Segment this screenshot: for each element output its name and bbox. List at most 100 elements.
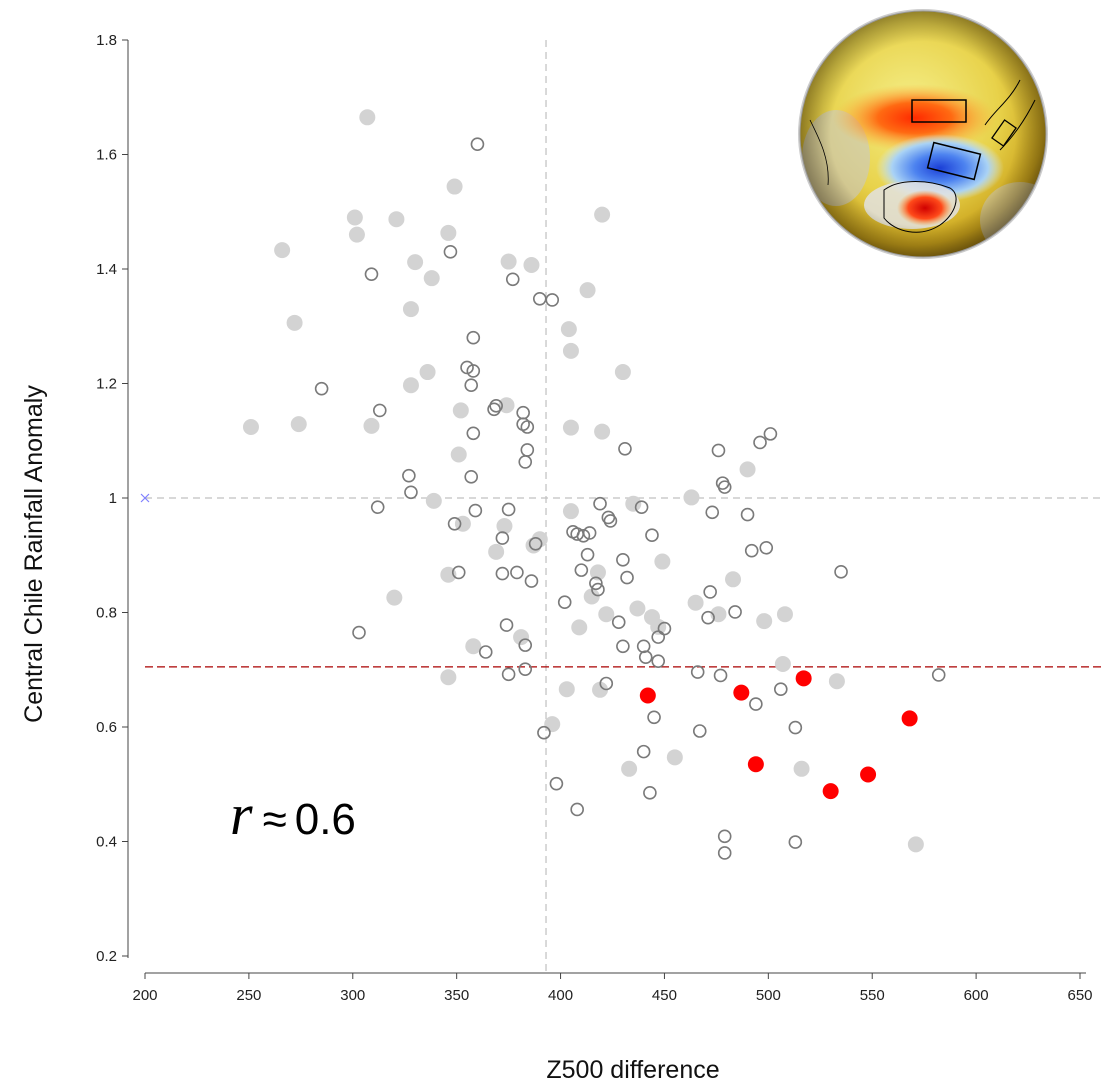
data-point-open [574, 563, 589, 577]
data-point-open [570, 802, 584, 817]
data-point-open [505, 272, 520, 287]
data-point-open [638, 650, 653, 664]
data-point-open [499, 618, 514, 632]
data-point-open [487, 402, 501, 417]
data-point-open [591, 582, 605, 597]
data-point-filled [756, 613, 773, 630]
data-point-open [495, 531, 510, 545]
data-point-highlight [747, 756, 764, 773]
data-point-filled [425, 492, 442, 509]
data-point-open [516, 417, 530, 431]
data-point-open [647, 710, 661, 725]
data-point-highlight [822, 783, 839, 800]
data-point-filled [440, 669, 457, 686]
data-point-filled [446, 178, 463, 195]
y-tick-label: 1 [109, 490, 117, 507]
data-point-open [582, 526, 597, 540]
data-point-open [589, 576, 603, 591]
data-point-open [580, 547, 595, 562]
data-point-filled [594, 423, 611, 440]
data-point-filled [683, 489, 700, 506]
data-point-filled [523, 256, 540, 273]
data-point-open [468, 503, 483, 518]
data-point-filled [776, 606, 793, 623]
data-point-filled [687, 594, 704, 611]
y-tick-label: 1.2 [96, 376, 117, 393]
data-point-open [466, 330, 481, 345]
data-point-filled [625, 495, 642, 512]
y-tick-label: 1.6 [96, 147, 117, 164]
y-tick-label: 1.4 [96, 261, 117, 278]
data-point-open [834, 565, 848, 579]
data-point-filled [774, 656, 791, 673]
x-tick-label: 500 [756, 987, 781, 1004]
data-point-filled [388, 211, 405, 228]
data-point-open [402, 468, 416, 483]
data-point-open [717, 829, 732, 844]
data-point-open [478, 645, 493, 659]
data-point-filled [402, 301, 419, 318]
data-point-filled [562, 342, 579, 359]
data-point-filled [513, 629, 530, 646]
data-point-highlight [795, 670, 812, 687]
data-point-open [616, 553, 630, 567]
data-point-open [643, 786, 657, 800]
data-point-open [713, 668, 728, 683]
data-point-open [701, 610, 715, 625]
data-point-open [528, 536, 543, 551]
data-point-open [352, 625, 366, 640]
data-point-filled [423, 270, 440, 287]
data-point-open [314, 381, 329, 396]
data-point-open [773, 682, 788, 697]
data-point-filled [562, 503, 579, 520]
data-point-filled [346, 209, 363, 226]
reference-lines [140, 40, 1104, 973]
data-point-open [759, 541, 774, 555]
data-point-open [636, 639, 651, 654]
data-point-open [370, 500, 385, 514]
data-point-open [372, 403, 387, 418]
data-point-open [520, 443, 535, 457]
data-point-filled [274, 242, 291, 259]
data-point-open [501, 667, 516, 682]
data-point-filled [419, 364, 436, 381]
correlation-value: 0.6 [295, 795, 356, 844]
data-point-open [634, 500, 649, 514]
data-point-filled [242, 419, 259, 436]
data-point-open [545, 293, 560, 307]
data-point-open [549, 776, 564, 791]
data-point-filled [465, 638, 482, 655]
correlation-annotation: r ≈0.6 [230, 782, 356, 847]
data-point-filled [450, 446, 467, 463]
data-point-open [495, 566, 510, 581]
data-point-filled [363, 417, 380, 434]
data-point-filled [440, 224, 457, 241]
data-point-filled [666, 749, 683, 766]
data-point-filled [594, 206, 611, 223]
data-point-open [501, 502, 516, 517]
data-point-open [593, 496, 607, 511]
data-point-open [636, 744, 651, 759]
data-point-open [788, 835, 803, 849]
x-tick-label: 200 [132, 987, 157, 1004]
data-point-open [464, 378, 479, 393]
data-point-open [466, 364, 481, 378]
data-point-filled [402, 377, 419, 394]
data-point-open [557, 595, 572, 609]
data-point-open [763, 427, 778, 441]
x-marker [140, 493, 150, 503]
data-point-filled [407, 254, 424, 271]
data-point-open [931, 668, 946, 682]
data-point-open [599, 676, 614, 691]
data-point-open [364, 267, 379, 281]
x-tick-label: 550 [860, 987, 885, 1004]
x-tick-label: 450 [652, 987, 677, 1004]
data-point-open [711, 443, 726, 458]
data-point-filled [558, 681, 575, 698]
data-point-open [404, 485, 418, 500]
data-point-open [705, 505, 720, 520]
x-tick-label: 600 [964, 987, 989, 1004]
data-point-open [645, 528, 659, 543]
x-tick-label: 350 [444, 987, 469, 1004]
data-point-open [618, 441, 632, 456]
